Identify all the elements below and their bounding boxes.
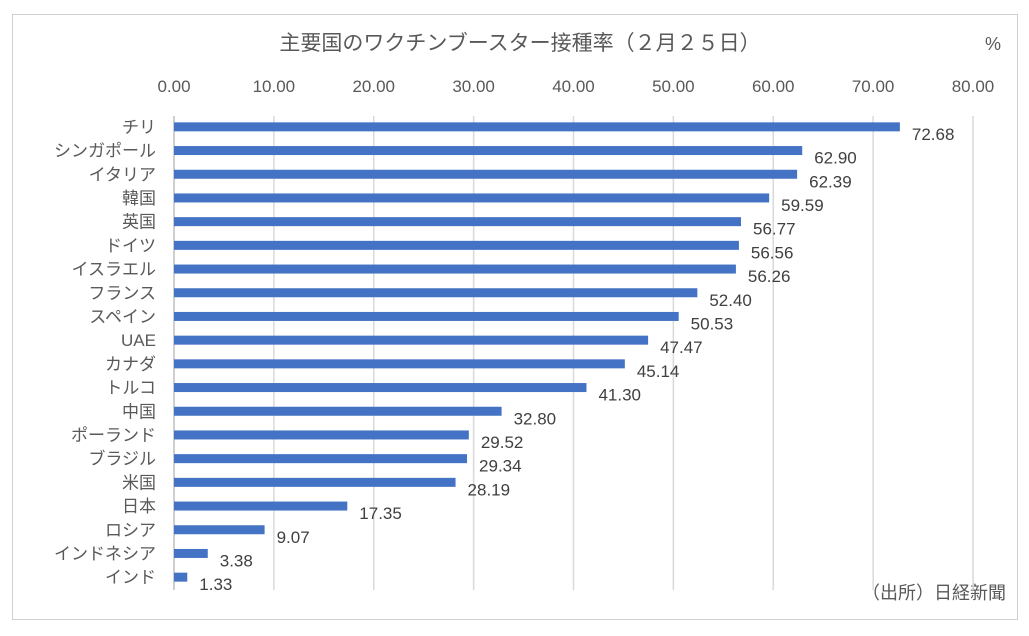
data-label: 56.56: [751, 243, 794, 262]
category-label: チリ: [122, 118, 156, 137]
bar-11: [174, 383, 587, 393]
bar-6: [174, 264, 736, 274]
category-label: シンガポール: [54, 142, 156, 161]
category-label: スペイン: [89, 307, 156, 326]
data-label: 56.77: [753, 220, 796, 239]
bar-5: [174, 240, 739, 250]
data-label: 59.59: [781, 196, 824, 215]
category-label: トルコ: [105, 379, 156, 398]
data-label: 3.38: [220, 551, 253, 570]
bar-2: [174, 169, 798, 179]
category-label: 英国: [122, 213, 156, 232]
data-label: 32.80: [514, 409, 557, 428]
category-label: 中国: [122, 402, 156, 421]
data-label: 56.26: [748, 267, 791, 286]
data-label: 62.90: [814, 149, 857, 168]
x-tick-label: 0.00: [157, 77, 190, 96]
data-label: 1.33: [199, 575, 232, 594]
data-label: 62.39: [809, 172, 852, 191]
data-label: 28.19: [468, 480, 511, 499]
x-tick-label: 30.00: [452, 77, 495, 96]
bar-4: [174, 217, 741, 227]
category-label: イスラエル: [72, 260, 157, 279]
x-tick-label: 70.00: [852, 77, 895, 96]
x-tick-label: 40.00: [552, 77, 595, 96]
x-tick-label: 80.00: [952, 77, 995, 96]
x-tick-label: 10.00: [253, 77, 296, 96]
x-tick-label: 20.00: [352, 77, 395, 96]
unit-label: %: [985, 34, 1001, 54]
bar-13: [174, 430, 469, 440]
data-label: 17.35: [359, 504, 402, 523]
bar-16: [174, 501, 348, 511]
data-label: 72.68: [912, 125, 955, 144]
bar-3: [174, 193, 770, 203]
bar-12: [174, 406, 502, 416]
category-label: ドイツ: [105, 236, 156, 255]
bar-0: [174, 122, 900, 132]
bar-10: [174, 359, 625, 369]
x-tick-label: 60.00: [752, 77, 795, 96]
data-label: 50.53: [691, 314, 734, 333]
category-label: カナダ: [105, 355, 156, 374]
data-label: 45.14: [637, 362, 680, 381]
data-label: 9.07: [277, 528, 310, 547]
category-label: インド: [105, 568, 156, 587]
category-label: インドネシア: [54, 544, 156, 563]
data-label: 41.30: [598, 386, 641, 405]
bar-14: [174, 454, 468, 464]
bar-15: [174, 477, 456, 487]
bar-9: [174, 335, 649, 345]
category-label: 米国: [122, 473, 156, 492]
chart-title: 主要国のワクチンブースター接種率（２月２５日）: [279, 32, 760, 55]
data-label: 29.52: [481, 433, 524, 452]
bar-19: [174, 572, 188, 582]
data-label: 52.40: [709, 291, 752, 310]
data-label: 47.47: [660, 338, 703, 357]
category-label: イタリア: [89, 165, 156, 184]
category-label: UAE: [121, 331, 156, 350]
bar-7: [174, 288, 698, 298]
category-label: ロシア: [105, 521, 156, 540]
category-label: ブラジル: [88, 449, 156, 469]
category-label: 韓国: [122, 189, 156, 208]
bar-18: [174, 548, 208, 558]
data-label: 29.34: [479, 457, 522, 476]
category-label: フランス: [88, 284, 156, 303]
bar-17: [174, 525, 265, 535]
x-tick-label: 50.00: [652, 77, 695, 96]
bar-1: [174, 146, 803, 156]
source-note: （出所）日経新聞: [862, 583, 1006, 603]
bar-8: [174, 311, 679, 321]
category-label: 日本: [122, 497, 156, 516]
category-label: ポーランド: [71, 426, 156, 445]
